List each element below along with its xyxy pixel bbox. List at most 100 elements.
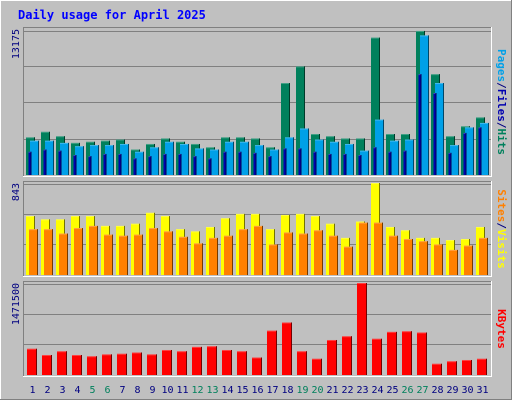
bar-kbytes-day-17-highlight <box>267 330 276 332</box>
bar-sites-day-11 <box>179 236 188 275</box>
bar-kbytes-day-25-shadow <box>396 331 397 375</box>
bar-kbytes-day-4 <box>72 354 82 375</box>
panel-0-axis-label-part: Hits <box>495 129 508 156</box>
bar-pages-day-4-highlight <box>75 146 83 148</box>
bar-pages-day-14-shadow <box>233 141 234 175</box>
bar-kbytes-day-18-highlight <box>282 322 291 324</box>
bar-kbytes-day-3-highlight <box>57 351 66 353</box>
bar-hits-day-28-highlight <box>431 74 439 76</box>
bar-pages-day-20-highlight <box>315 139 323 141</box>
bar-kbytes-day-11 <box>177 351 187 375</box>
bar-kbytes-day-18 <box>282 322 292 375</box>
bar-hits-day-15-highlight <box>236 137 244 139</box>
panel-1-axis-label: Sites/Visits <box>495 189 508 269</box>
bar-pages-day-8-highlight <box>135 151 143 153</box>
bar-kbytes-day-30 <box>462 359 472 375</box>
bar-sites-day-14-highlight <box>224 235 232 237</box>
bar-sites-day-29-highlight <box>449 249 457 251</box>
bar-pages-day-3 <box>60 142 69 175</box>
bar-kbytes-day-21-highlight <box>327 339 336 341</box>
x-tick-label-day-26: 26 <box>401 385 413 396</box>
x-tick-label-day-23: 23 <box>356 385 368 396</box>
bar-files-day-9 <box>148 156 152 175</box>
bar-sites-day-20 <box>314 230 323 275</box>
bar-visits-day-16-highlight <box>251 213 259 215</box>
bar-pages-day-25 <box>390 140 399 175</box>
x-tick-label-day-21: 21 <box>326 385 338 396</box>
bar-kbytes-day-12-shadow <box>201 346 202 375</box>
bar-hits-day-24 <box>371 37 380 176</box>
x-tick-label-day-27: 27 <box>416 385 428 396</box>
bar-kbytes-day-5 <box>87 356 97 375</box>
bar-pages-day-18-highlight <box>285 137 293 139</box>
bar-kbytes-day-30-highlight <box>462 359 471 361</box>
x-tick-label-day-20: 20 <box>311 385 323 396</box>
bar-pages-day-2 <box>45 140 54 175</box>
bar-kbytes-day-16-highlight <box>252 357 261 359</box>
bar-pages-day-9-shadow <box>158 147 159 175</box>
bar-pages-day-24-highlight <box>375 119 383 121</box>
bar-files-day-26-shadow <box>405 150 407 175</box>
bar-files-day-15-shadow <box>240 151 242 175</box>
bar-pages-day-28 <box>435 83 444 175</box>
bar-kbytes-day-24-highlight <box>372 338 381 340</box>
bar-hits-day-11-highlight <box>176 141 184 143</box>
bar-files-day-23 <box>358 155 362 175</box>
bar-pages-day-15 <box>240 141 249 175</box>
bar-files-day-16-shadow <box>255 152 257 175</box>
bar-visits-day-31-highlight <box>476 226 484 228</box>
bar-kbytes-day-25 <box>387 331 397 375</box>
bar-files-day-16-highlight <box>253 152 256 154</box>
bar-sites-day-22-highlight <box>344 246 352 248</box>
bar-visits-day-11-highlight <box>176 229 184 231</box>
bar-files-day-6-highlight <box>103 153 106 155</box>
bar-visits-day-5-highlight <box>86 216 94 218</box>
bar-files-day-30-shadow <box>465 132 467 175</box>
bar-sites-day-11-shadow <box>187 236 188 275</box>
bar-files-day-10-shadow <box>165 153 167 175</box>
bar-kbytes-day-27-shadow <box>426 332 427 375</box>
bar-pages-day-3-highlight <box>60 142 68 144</box>
bar-files-day-3-shadow <box>60 150 62 175</box>
bar-files-day-17-shadow <box>270 156 272 175</box>
bar-kbytes-day-6-shadow <box>111 354 112 375</box>
bar-kbytes-day-15-shadow <box>246 351 247 375</box>
bar-sites-day-27-highlight <box>419 241 427 243</box>
bar-files-day-18-shadow <box>285 148 287 175</box>
bar-pages-day-30-highlight <box>465 127 473 129</box>
panel-1-axis-label-part: / <box>495 222 508 229</box>
bar-files-day-19 <box>298 148 302 175</box>
bar-pages-day-20 <box>315 139 324 175</box>
bar-kbytes-day-5-highlight <box>87 356 96 358</box>
bar-sites-day-28-shadow <box>442 244 443 275</box>
bar-files-day-16 <box>253 152 257 175</box>
bar-sites-day-18 <box>284 232 293 275</box>
bar-pages-day-6 <box>105 145 114 175</box>
bar-files-day-10 <box>163 153 167 175</box>
bar-kbytes-day-16 <box>252 357 262 375</box>
bar-files-day-23-highlight <box>358 155 361 157</box>
bar-pages-day-17-highlight <box>270 149 278 151</box>
bar-hits-day-25-highlight <box>386 133 394 135</box>
bar-kbytes-day-23-highlight <box>357 283 366 284</box>
x-tick-label-day-1: 1 <box>29 385 35 396</box>
bar-pages-day-5-shadow <box>98 145 99 175</box>
bar-pages-day-23 <box>360 150 369 175</box>
bar-sites-day-7 <box>119 235 128 275</box>
bar-kbytes-day-17-shadow <box>276 330 277 375</box>
bar-kbytes-day-25-highlight <box>387 331 396 333</box>
bar-visits-day-28-highlight <box>431 237 439 239</box>
bar-hits-day-7-highlight <box>116 139 124 141</box>
bar-hits-day-23-highlight <box>356 138 364 140</box>
bar-pages-day-1-shadow <box>38 140 39 175</box>
bar-hits-day-17-highlight <box>266 147 274 149</box>
bar-pages-day-29-shadow <box>458 145 459 175</box>
bar-kbytes-day-9 <box>147 354 157 375</box>
bar-files-day-8-shadow <box>135 158 137 175</box>
bar-hits-day-14-highlight <box>221 137 229 139</box>
bar-kbytes-day-31-highlight <box>477 358 486 360</box>
bar-files-day-7-highlight <box>118 153 121 155</box>
bar-sites-day-30-shadow <box>472 245 473 275</box>
bar-files-day-20-highlight <box>313 151 316 153</box>
